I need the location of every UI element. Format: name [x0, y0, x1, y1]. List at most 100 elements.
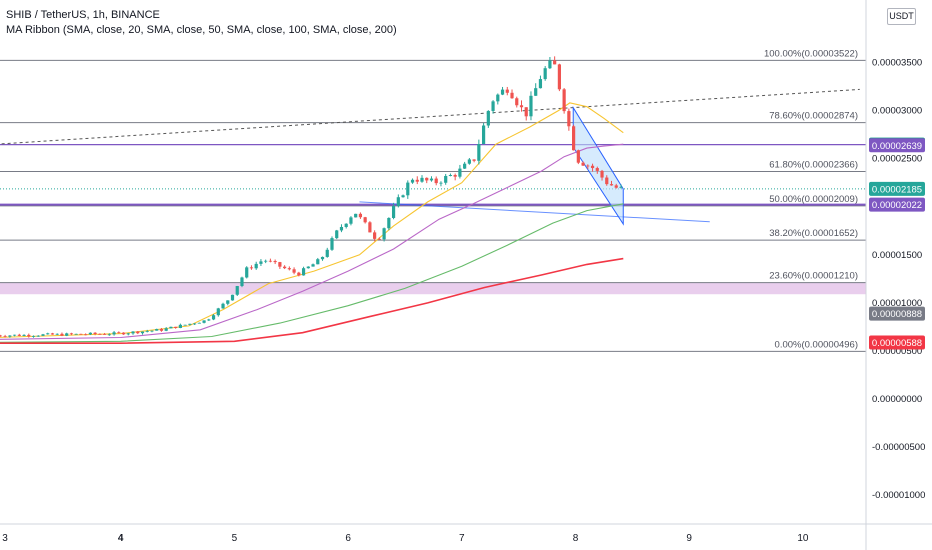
parallel-channel[interactable] [572, 105, 624, 226]
candle-body[interactable] [197, 322, 201, 324]
candle-body[interactable] [325, 249, 329, 257]
candle-body[interactable] [27, 334, 31, 337]
candle-body[interactable] [543, 68, 547, 80]
candle-body[interactable] [273, 261, 277, 263]
candle-body[interactable] [221, 303, 225, 309]
candle-body[interactable] [477, 143, 481, 161]
candle-body[interactable] [472, 159, 476, 161]
candle-body[interactable] [538, 79, 543, 89]
candle-body[interactable] [245, 267, 249, 278]
candle-body[interactable] [377, 238, 381, 240]
candle-body[interactable] [259, 261, 263, 264]
candle-body[interactable] [391, 206, 396, 218]
candle-body[interactable] [619, 186, 623, 188]
candle-body[interactable] [301, 268, 306, 276]
candle-body[interactable] [453, 175, 457, 177]
candle-body[interactable] [306, 266, 310, 269]
candle-body[interactable] [216, 308, 220, 316]
candle-body[interactable] [0, 335, 2, 337]
candle-body[interactable] [235, 286, 239, 295]
candle-body[interactable] [401, 195, 405, 198]
candle-body[interactable] [595, 168, 599, 171]
candle-body[interactable] [481, 125, 486, 144]
candle-body[interactable] [268, 260, 273, 262]
candle-body[interactable] [174, 326, 178, 328]
candle-body[interactable] [202, 320, 206, 323]
candle-body[interactable] [207, 319, 211, 321]
candle-body[interactable] [406, 182, 410, 196]
candle-body[interactable] [46, 333, 50, 335]
sma-200-line[interactable] [0, 257, 624, 345]
candle-body[interactable] [444, 175, 448, 183]
candle-body[interactable] [548, 60, 552, 69]
candle-body[interactable] [567, 111, 571, 127]
candle-body[interactable] [576, 150, 580, 163]
dashed-trendline[interactable] [0, 88, 860, 145]
candle-body[interactable] [553, 60, 557, 65]
candle-body[interactable] [150, 330, 154, 332]
candle-body[interactable] [117, 332, 121, 334]
candle-body[interactable] [112, 332, 116, 335]
candle-body[interactable] [79, 333, 83, 335]
candle-body[interactable] [131, 331, 135, 334]
candle-body[interactable] [586, 165, 590, 167]
candle-body[interactable] [145, 331, 149, 332]
candle-body[interactable] [84, 334, 88, 336]
candle-body[interactable] [339, 226, 344, 231]
candle-body[interactable] [254, 263, 258, 269]
candle-body[interactable] [581, 162, 585, 166]
candle-body[interactable] [316, 259, 320, 265]
candle-body[interactable] [524, 107, 528, 117]
candle-body[interactable] [36, 335, 40, 337]
candle-body[interactable] [614, 185, 618, 188]
candle-body[interactable] [93, 332, 97, 334]
candle-body[interactable] [330, 238, 334, 250]
candle-body[interactable] [349, 217, 353, 224]
candle-body[interactable] [491, 101, 495, 111]
currency-button[interactable]: USDT [887, 8, 916, 25]
candle-body[interactable] [55, 333, 59, 335]
candle-body[interactable] [373, 232, 377, 239]
candle-body[interactable] [311, 264, 315, 267]
candle-body[interactable] [358, 213, 363, 218]
candle-body[interactable] [183, 324, 187, 326]
candle-body[interactable] [486, 110, 490, 126]
candle-body[interactable] [107, 334, 111, 336]
candle-body[interactable] [320, 256, 325, 260]
candle-body[interactable] [609, 184, 614, 186]
candle-body[interactable] [354, 213, 358, 218]
candle-body[interactable] [41, 334, 45, 336]
candle-body[interactable] [264, 260, 268, 262]
candle-body[interactable] [425, 177, 429, 181]
candle-body[interactable] [572, 126, 576, 151]
candle-body[interactable] [164, 328, 168, 331]
candle-body[interactable] [505, 89, 509, 93]
candle-body[interactable] [467, 159, 471, 164]
candle-body[interactable] [557, 64, 561, 90]
candle-body[interactable] [344, 223, 348, 227]
candle-body[interactable] [12, 334, 17, 336]
candle-body[interactable] [226, 300, 230, 304]
candle-body[interactable] [178, 324, 182, 328]
sma-20-line[interactable] [0, 102, 624, 338]
indicator-legend[interactable]: MA Ribbon (SMA, close, 20, SMA, close, 5… [6, 24, 397, 36]
candle-body[interactable] [240, 277, 244, 287]
candle-body[interactable] [69, 333, 74, 335]
candle-body[interactable] [65, 333, 69, 336]
candle-body[interactable] [136, 331, 140, 334]
candle-body[interactable] [8, 335, 12, 337]
candle-body[interactable] [396, 197, 400, 207]
candle-body[interactable] [562, 89, 566, 112]
candle-body[interactable] [415, 179, 419, 182]
candle-body[interactable] [287, 268, 291, 270]
sma-100-line[interactable] [0, 203, 624, 343]
candle-body[interactable] [382, 228, 386, 240]
candle-body[interactable] [278, 262, 282, 267]
candle-body[interactable] [368, 222, 372, 233]
candle-body[interactable] [3, 336, 7, 337]
candle-body[interactable] [188, 323, 192, 325]
candle-body[interactable] [50, 333, 55, 335]
candle-body[interactable] [102, 334, 107, 335]
candle-body[interactable] [420, 177, 424, 182]
